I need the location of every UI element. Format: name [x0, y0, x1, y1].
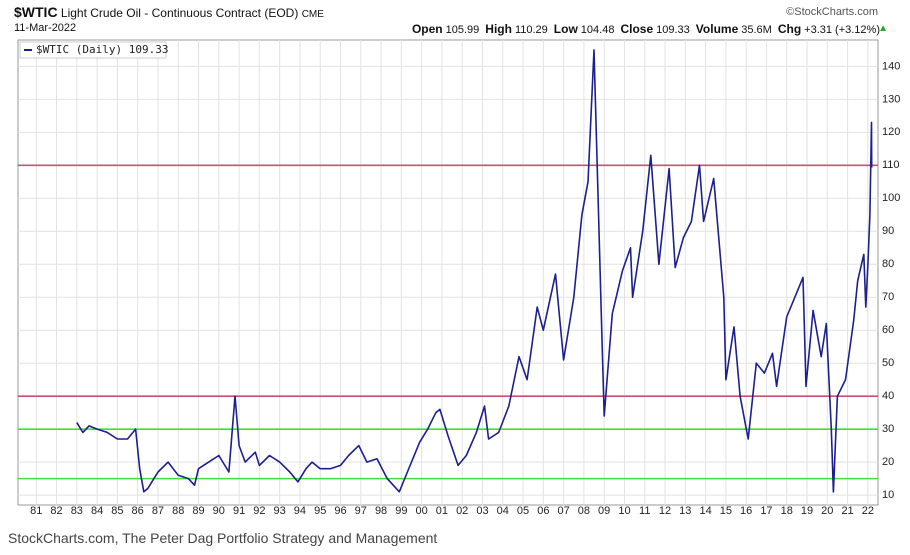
plot-area [17, 39, 879, 506]
quote-value: 110.29 [514, 24, 548, 36]
quote-value: 35.6M [741, 24, 772, 36]
x-tick-label: 12 [659, 505, 671, 517]
x-tick-label: 22 [862, 505, 874, 517]
quote-value: 104.48 [580, 24, 615, 36]
x-tick-label: 17 [760, 505, 772, 517]
x-tick-label: 87 [152, 505, 164, 517]
x-tick-label: 00 [416, 505, 428, 517]
up-arrow: ▲ [878, 23, 888, 34]
y-tick-label: 20 [882, 456, 894, 468]
quote-value: 109.33 [656, 24, 690, 36]
y-tick-label: 60 [882, 324, 894, 336]
x-tick-label: 85 [111, 505, 123, 517]
x-tick-label: 94 [294, 505, 306, 517]
x-tick-label: 04 [497, 505, 509, 517]
x-tick-label: 01 [436, 505, 448, 517]
x-tick-label: 09 [598, 505, 610, 517]
quote-label: Chg [777, 22, 802, 36]
x-tick-label: 18 [781, 505, 793, 517]
quote-label: Low [553, 22, 578, 36]
x-tick-label: 81 [30, 505, 42, 517]
x-tick-label: 92 [253, 505, 265, 517]
date: 11-Mar-2022 [14, 22, 77, 34]
price-line [76, 49, 873, 493]
y-tick-label: 140 [882, 60, 900, 72]
x-tick-label: 88 [172, 505, 184, 517]
x-tick-label: 96 [334, 505, 346, 517]
quote-label: High [485, 22, 512, 36]
exchange: CME [301, 9, 324, 20]
x-tick-label: 95 [314, 505, 326, 517]
x-tick-label: 15 [720, 505, 732, 517]
y-tick-label: 50 [882, 357, 894, 369]
x-tick-label: 02 [456, 505, 468, 517]
x-tick-label: 16 [740, 505, 752, 517]
symbol: $WTIC [14, 4, 58, 20]
x-tick-label: 86 [132, 505, 144, 517]
quote-label: Open [411, 22, 443, 36]
quote-value: +3.31 (+3.12%) [804, 24, 880, 36]
caption: StockCharts.com, The Peter Dag Portfolio… [8, 530, 438, 546]
x-tick-label: 05 [517, 505, 529, 517]
x-tick-label: 13 [679, 505, 691, 517]
quote-label: Close [620, 22, 654, 36]
y-tick-label: 120 [882, 126, 900, 138]
legend-box [19, 41, 167, 59]
y-tick-label: 90 [882, 225, 894, 237]
y-tick-label: 40 [882, 390, 894, 402]
x-tick-label: 83 [71, 505, 83, 517]
x-tick-label: 97 [355, 505, 367, 517]
x-tick-label: 82 [50, 505, 62, 517]
x-tick-label: 21 [841, 505, 853, 517]
y-tick-label: 110 [882, 159, 900, 171]
y-tick-label: 100 [882, 192, 900, 204]
y-tick-label: 10 [882, 489, 894, 501]
x-tick-label: 98 [375, 505, 387, 517]
x-tick-label: 93 [274, 505, 286, 517]
quote-bar: Open 105.99 High 110.29 Low 104.48 Close 109.33… [406, 22, 880, 36]
x-tick-label: 99 [395, 505, 407, 517]
quote-label: Volume [695, 22, 739, 36]
quote-value: 105.99 [445, 24, 480, 36]
y-tick-label: 30 [882, 423, 894, 435]
x-tick-label: 06 [537, 505, 549, 517]
header-left: $WTIC Light Crude Oil - Continuous Contr… [14, 4, 324, 20]
y-tick-label: 70 [882, 291, 894, 303]
x-tick-label: 10 [618, 505, 630, 517]
legend-label: $WTIC (Daily) 109.33 [36, 43, 168, 56]
x-tick-label: 90 [213, 505, 225, 517]
y-tick-label: 80 [882, 258, 894, 270]
instrument-name: Light Crude Oil - Continuous Contract (E… [60, 6, 299, 20]
x-tick-label: 20 [821, 505, 833, 517]
y-tick-label: 130 [882, 93, 900, 105]
x-tick-label: 08 [578, 505, 590, 517]
x-tick-label: 91 [233, 505, 245, 517]
x-tick-label: 89 [192, 505, 204, 517]
x-tick-label: 11 [639, 505, 650, 517]
x-tick-label: 19 [801, 505, 813, 517]
x-tick-label: 14 [699, 505, 711, 517]
x-tick-label: 84 [91, 505, 103, 517]
x-tick-label: 07 [557, 505, 569, 517]
x-tick-label: 03 [476, 505, 488, 517]
source: ©StockCharts.com [786, 6, 878, 18]
